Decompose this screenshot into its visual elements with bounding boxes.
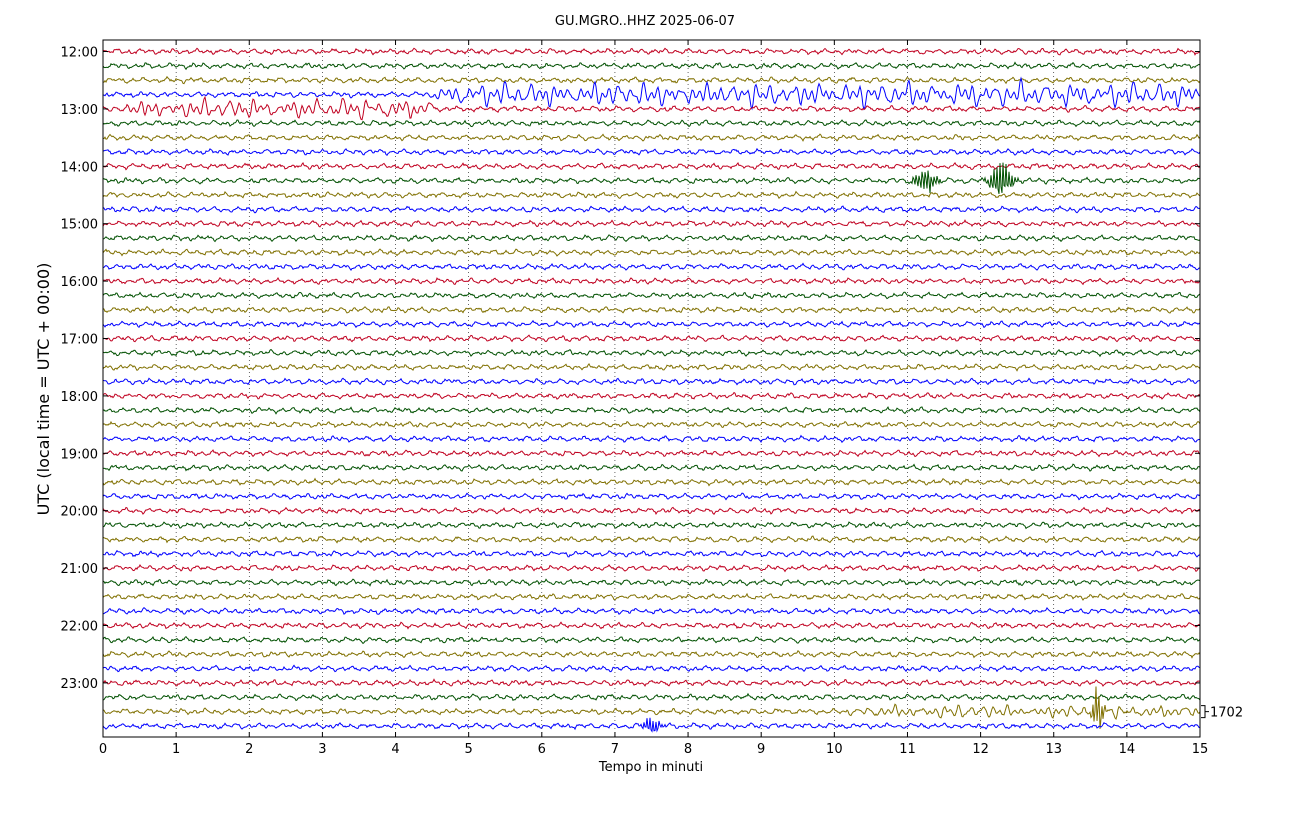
- x-tick-label: 2: [245, 742, 253, 757]
- grid-lines: [175, 40, 1128, 737]
- seismic-trace: [102, 664, 1201, 673]
- scale-bracket: [1201, 705, 1209, 719]
- seismic-trace: [102, 463, 1201, 472]
- y-tick-label: 16:00: [61, 275, 98, 290]
- seismic-trace: [102, 262, 1201, 271]
- seismic-trace: [102, 686, 1201, 729]
- seismic-trace: [102, 61, 1201, 71]
- seismic-trace: [102, 348, 1201, 358]
- seismic-trace: [102, 162, 1201, 195]
- x-tick-label: 1: [172, 742, 180, 757]
- x-tick-label: 7: [611, 742, 619, 757]
- scale-label: 1702: [1210, 706, 1243, 721]
- seismic-trace: [102, 420, 1201, 429]
- x-tick-label: 5: [465, 742, 473, 757]
- x-tick-label: 4: [391, 742, 399, 757]
- x-tick-label: 8: [684, 742, 692, 757]
- y-axis-label: UTC (local time = UTC + 00:00): [34, 263, 53, 516]
- y-axis-ticks: 12:00 13:00 14:00 15:00 16:00 17:00 18:00 19:00…: [61, 46, 1200, 692]
- seismic-trace: [102, 75, 1201, 85]
- x-axis-ticks: 0 1 2 3 4 5 6 7 8 9 10 11 12 13 14 15: [99, 40, 1208, 757]
- seismic-trace: [102, 234, 1201, 243]
- seismic-trace: [102, 717, 1201, 733]
- y-tick-label: 23:00: [61, 677, 98, 692]
- chart-title: GU.MGRO..HHZ 2025-06-07: [555, 14, 735, 29]
- x-tick-label: 0: [99, 742, 107, 757]
- y-tick-label: 18:00: [61, 390, 98, 405]
- seismic-trace: [102, 477, 1201, 487]
- y-tick-label: 17:00: [61, 333, 98, 348]
- seismic-trace: [102, 305, 1201, 314]
- amplitude-scale: 1702: [1201, 705, 1243, 721]
- x-tick-label: 9: [757, 742, 765, 757]
- x-tick-label: 11: [899, 742, 916, 757]
- y-tick-label: 12:00: [61, 46, 98, 61]
- y-tick-label: 13:00: [61, 103, 98, 118]
- x-tick-label: 6: [538, 742, 546, 757]
- seismic-trace: [102, 535, 1201, 544]
- x-tick-label: 14: [1119, 742, 1136, 757]
- seismic-trace: [102, 377, 1201, 386]
- seismic-trace: [102, 334, 1201, 343]
- plot-frame: [102, 39, 1201, 738]
- x-tick-label: 15: [1192, 742, 1209, 757]
- seismic-trace: [102, 47, 1201, 56]
- seismic-trace: [102, 621, 1201, 630]
- seismic-trace: [102, 362, 1201, 372]
- x-tick-label: 12: [972, 742, 989, 757]
- seismic-trace: [102, 248, 1201, 257]
- seismic-trace: [102, 650, 1201, 659]
- seismic-trace: [102, 291, 1201, 300]
- seismic-trace: [102, 506, 1201, 515]
- seismic-trace: [102, 678, 1201, 687]
- x-tick-label: 10: [826, 742, 843, 757]
- seismic-trace: [102, 406, 1201, 415]
- seismic-traces: [102, 47, 1201, 733]
- y-tick-label: 20:00: [61, 505, 98, 520]
- seismic-trace: [102, 635, 1201, 645]
- seismic-trace: [102, 592, 1201, 601]
- seismic-trace: [102, 606, 1201, 615]
- seismic-trace: [102, 549, 1200, 558]
- seismic-trace: [102, 219, 1200, 228]
- seismic-trace: [102, 578, 1201, 587]
- seismic-trace: [102, 162, 1201, 171]
- y-tick-label: 21:00: [61, 562, 98, 577]
- seismic-trace: [102, 205, 1201, 214]
- y-tick-label: 22:00: [61, 620, 98, 635]
- seismic-trace: [102, 692, 1201, 702]
- seismic-trace: [102, 190, 1201, 200]
- seismic-trace: [102, 564, 1201, 573]
- seismic-trace: [102, 521, 1201, 530]
- seismic-trace: [102, 147, 1201, 157]
- seismic-trace: [102, 76, 1201, 111]
- y-tick-label: 15:00: [61, 218, 98, 233]
- seismic-trace: [102, 434, 1201, 444]
- x-tick-label: 3: [318, 742, 326, 757]
- y-tick-label: 14:00: [61, 160, 98, 175]
- x-tick-label: 13: [1045, 742, 1062, 757]
- seismic-trace: [102, 276, 1201, 286]
- seismic-trace: [102, 319, 1201, 329]
- seismic-trace: [102, 95, 1201, 121]
- seismic-trace: [102, 391, 1201, 400]
- seismic-trace: [102, 133, 1201, 142]
- x-axis-label: Tempo in minuti: [598, 760, 703, 775]
- seismic-trace: [102, 492, 1201, 501]
- seismic-trace: [102, 449, 1201, 458]
- y-tick-label: 19:00: [61, 447, 98, 462]
- seismic-trace: [102, 119, 1201, 128]
